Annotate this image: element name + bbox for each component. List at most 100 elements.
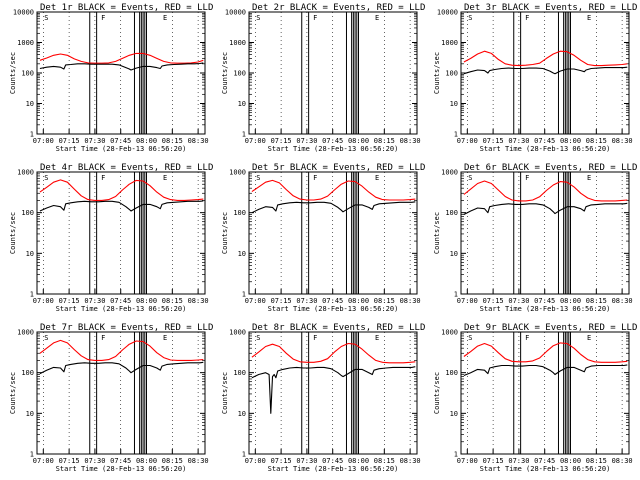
y-tick-label: 100: [445, 70, 458, 78]
x-tick-label: 07:15: [271, 297, 292, 305]
flag-label: F: [313, 14, 317, 22]
x-tick-label: 07:45: [110, 297, 131, 305]
panel-title: Det 5r BLACK = Events, RED = LLD: [252, 163, 425, 173]
x-tick-label: 08:15: [586, 297, 607, 305]
x-tick-label: 07:00: [457, 137, 478, 145]
x-tick-label: 08:30: [400, 137, 421, 145]
x-tick-label: 08:30: [612, 457, 633, 465]
x-tick-label: 07:30: [84, 297, 105, 305]
lld-series-line: [39, 52, 204, 64]
y-tick-label: 1000: [229, 39, 246, 47]
x-tick-label: 08:00: [136, 137, 157, 145]
y-axis-label: Counts/sec: [433, 372, 441, 414]
x-tick-label: 08:00: [136, 297, 157, 305]
y-tick-label: 100: [233, 209, 246, 217]
panel-title: Det 7r BLACK = Events, RED = LLD: [40, 323, 213, 333]
y-axis-label: Counts/sec: [221, 52, 229, 94]
x-tick-label: 07:15: [483, 137, 504, 145]
y-tick-label: 1000: [17, 329, 34, 337]
x-tick-label: 08:15: [586, 137, 607, 145]
y-tick-label: 1: [242, 451, 246, 459]
flag-label: E: [375, 334, 379, 342]
lld-series-line: [463, 180, 628, 202]
x-tick-label: 08:00: [136, 457, 157, 465]
y-tick-label: 100: [445, 209, 458, 217]
y-axis-label: Counts/sec: [9, 372, 17, 414]
y-tick-label: 1000: [441, 329, 458, 337]
x-tick-label: 08:30: [188, 457, 209, 465]
y-tick-label: 10: [450, 250, 458, 258]
flag-label: F: [525, 334, 529, 342]
flag-label: E: [163, 334, 167, 342]
flag-label: F: [101, 174, 105, 182]
panel-title: Det 6r BLACK = Events, RED = LLD: [464, 163, 637, 173]
y-axis-label: Counts/sec: [221, 372, 229, 414]
x-tick-label: 08:30: [188, 137, 209, 145]
y-tick-label: 100: [21, 209, 34, 217]
y-tick-label: 1: [454, 291, 458, 299]
flag-label: E: [587, 14, 591, 22]
x-tick-label: 08:15: [586, 457, 607, 465]
flag-label: S: [468, 334, 472, 342]
flag-label: E: [163, 14, 167, 22]
y-tick-label: 10: [450, 100, 458, 108]
events-series-line: [251, 201, 416, 214]
x-tick-label: 07:00: [33, 137, 54, 145]
y-tick-label: 1: [30, 291, 34, 299]
flag-label: S: [256, 334, 260, 342]
flag-label: E: [375, 14, 379, 22]
x-axis-label: Start Time (28-Feb-13 06:56:20): [268, 145, 399, 153]
y-tick-label: 10000: [13, 9, 34, 17]
events-series-line: [39, 361, 204, 375]
y-axis-label: Counts/sec: [9, 52, 17, 94]
flag-label: F: [525, 174, 529, 182]
x-axis-label: Start Time (28-Feb-13 06:56:20): [480, 145, 611, 153]
flag-label: S: [468, 174, 472, 182]
x-tick-label: 07:30: [296, 137, 317, 145]
panel-title: Det 4r BLACK = Events, RED = LLD: [40, 163, 213, 173]
flag-label: E: [163, 174, 167, 182]
lld-series-line: [39, 179, 204, 201]
x-tick-label: 08:15: [162, 137, 183, 145]
x-tick-label: 07:30: [508, 137, 529, 145]
y-tick-label: 1: [30, 131, 34, 139]
x-tick-label: 07:45: [534, 457, 555, 465]
flag-label: F: [101, 14, 105, 22]
x-tick-label: 07:30: [84, 137, 105, 145]
panel-title: Det 1r BLACK = Events, RED = LLD: [40, 3, 213, 13]
flag-label: F: [313, 334, 317, 342]
lld-series-line: [39, 339, 204, 361]
flag-label: S: [468, 14, 472, 22]
y-axis-label: Counts/sec: [433, 52, 441, 94]
events-series-line: [39, 200, 204, 212]
x-tick-label: 07:00: [457, 297, 478, 305]
x-tick-label: 07:30: [296, 457, 317, 465]
flag-label: E: [587, 334, 591, 342]
x-tick-label: 08:15: [374, 457, 395, 465]
y-tick-label: 100: [21, 369, 34, 377]
flag-label: F: [313, 174, 317, 182]
y-tick-label: 10: [450, 410, 458, 418]
x-tick-label: 07:30: [296, 297, 317, 305]
lld-series-line: [251, 342, 416, 364]
y-tick-label: 1: [242, 131, 246, 139]
y-tick-label: 1000: [441, 39, 458, 47]
x-tick-label: 07:00: [33, 297, 54, 305]
y-tick-label: 1: [242, 291, 246, 299]
x-axis-label: Start Time (28-Feb-13 06:56:20): [56, 465, 187, 473]
x-tick-label: 07:15: [483, 297, 504, 305]
x-axis-label: Start Time (28-Feb-13 06:56:20): [480, 305, 611, 313]
flag-label: F: [525, 14, 529, 22]
y-tick-label: 1000: [229, 169, 246, 177]
x-axis-label: Start Time (28-Feb-13 06:56:20): [268, 305, 399, 313]
x-tick-label: 08:00: [560, 457, 581, 465]
events-series-line: [463, 364, 628, 377]
y-axis-label: Counts/sec: [9, 212, 17, 254]
x-axis-label: Start Time (28-Feb-13 06:56:20): [268, 465, 399, 473]
